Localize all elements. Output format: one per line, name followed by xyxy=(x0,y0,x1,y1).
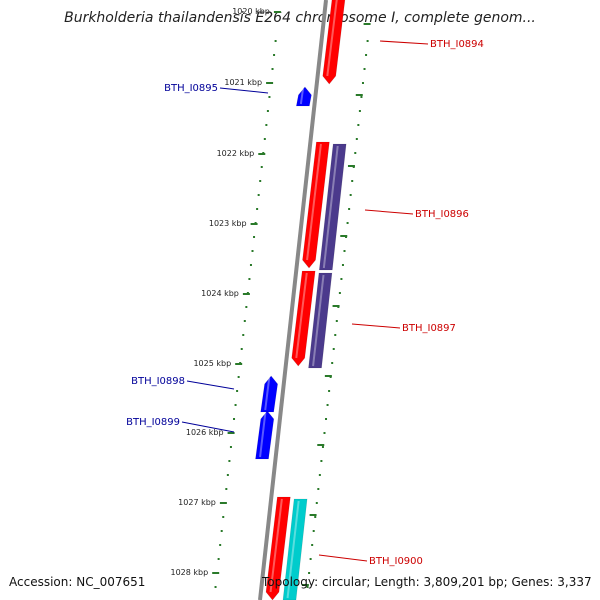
tick-label: 1024 kbp xyxy=(201,289,239,298)
gene-feature-bth-i0900[interactable] xyxy=(265,496,291,600)
gene-feature-bth-i0897-highlight xyxy=(295,272,308,359)
cds-feature-highlight xyxy=(322,145,339,269)
gene-label-bth-i0899[interactable]: BTH_I0899 xyxy=(126,417,180,428)
leader-line-bth-i0894 xyxy=(379,40,429,45)
gene-feature-bth-i0894-highlight xyxy=(326,0,338,77)
cds-feature[interactable] xyxy=(308,272,333,369)
tick-label: 1022 kbp xyxy=(217,149,255,158)
tick-label: 1020 kbp xyxy=(232,7,270,16)
leader-line-bth-i0898 xyxy=(186,380,235,390)
tick-label: 1021 kbp xyxy=(224,78,262,87)
accession-text: Accession: NC_007651 xyxy=(9,575,146,589)
tick-label: 1027 kbp xyxy=(178,498,216,507)
tick-label: 1023 kbp xyxy=(209,219,247,228)
gene-label-bth-i0894[interactable]: BTH_I0894 xyxy=(430,39,484,50)
tick-label: 1025 kbp xyxy=(193,359,231,368)
gene-label-bth-i0896[interactable]: BTH_I0896 xyxy=(415,209,469,220)
gene-feature-bth-i0899[interactable] xyxy=(255,410,275,460)
gene-feature-bth-i0898-highlight xyxy=(264,377,271,411)
gene-label-bth-i0895[interactable]: BTH_I0895 xyxy=(164,83,218,94)
tick-marks: 1020 kbp 1021 kbp 1022 kbp 1023 kbp 1024 kbp… xyxy=(170,7,371,586)
gene-feature-bth-i0897[interactable] xyxy=(291,270,316,367)
gene-feature-bth-i0896[interactable] xyxy=(302,141,330,269)
gene-feature-bth-i0900-highlight xyxy=(269,498,283,593)
leader-line-bth-i0897 xyxy=(351,323,401,329)
backbone-line xyxy=(258,0,328,600)
leader-line-bth-i0899 xyxy=(181,421,235,433)
topology-summary: Topology: circular; Length: 3,809,201 bp… xyxy=(262,575,592,589)
gene-label-bth-i0897[interactable]: BTH_I0897 xyxy=(402,323,456,334)
tick-label: 1028 kbp xyxy=(170,568,208,577)
gene-labels: BTH_I0894 BTH_I0895 BTH_I0896 BTH_I0897 BTH_… xyxy=(126,39,484,567)
leader-line-bth-i0900 xyxy=(318,554,368,562)
gene-feature-bth-i0899-highlight xyxy=(259,412,267,458)
tick-label: 1026 kbp xyxy=(186,428,224,437)
gene-features xyxy=(255,0,347,600)
gene-label-bth-i0900[interactable]: BTH_I0900 xyxy=(369,556,423,567)
rrna-feature[interactable] xyxy=(282,498,308,600)
cds-feature[interactable] xyxy=(318,143,347,271)
cds-feature-highlight xyxy=(312,274,325,367)
gene-feature-bth-i0896-highlight xyxy=(306,143,322,261)
gene-feature-bth-i0894[interactable] xyxy=(322,0,346,85)
gene-label-bth-i0898[interactable]: BTH_I0898 xyxy=(131,376,185,387)
leader-line-bth-i0896 xyxy=(364,209,414,215)
gene-feature-bth-i0895[interactable] xyxy=(295,86,312,107)
rrna-feature-highlight xyxy=(286,500,300,599)
gene-feature-bth-i0895-highlight xyxy=(299,88,304,105)
map-title: Burkholderia thailandensis E264 chromoso… xyxy=(64,10,536,26)
leader-line-bth-i0895 xyxy=(219,87,269,94)
